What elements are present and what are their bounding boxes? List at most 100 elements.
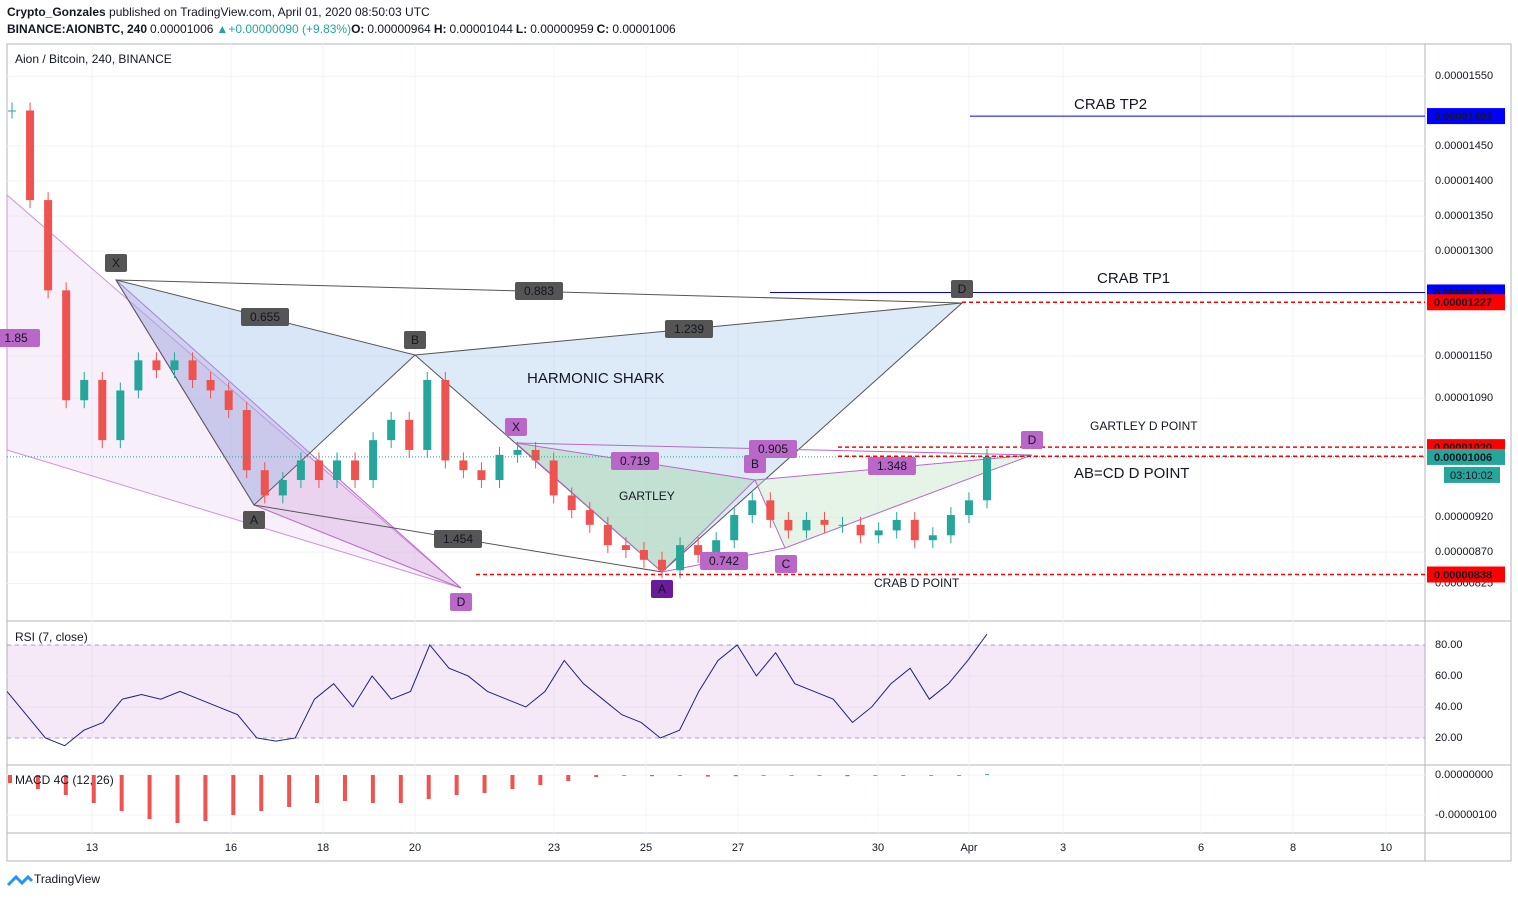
macd-bar [761, 775, 766, 776]
point-label: A [658, 582, 666, 596]
ratio-label: 0.719 [620, 454, 650, 468]
time-label: 30 [872, 842, 884, 854]
ratio-label: 0.883 [524, 284, 554, 298]
grid [7, 44, 1425, 833]
ratio-label: 1.85 [4, 331, 28, 345]
ratio-badge [700, 552, 748, 570]
quote-part: 0.00001044 [449, 22, 513, 36]
candle [351, 460, 360, 481]
y-tick-label: 60.00 [1435, 670, 1463, 682]
y-tick-label: 0.00001300 [1435, 245, 1493, 257]
time-label: Apr [960, 842, 977, 854]
candle [296, 460, 305, 481]
candle [928, 535, 937, 541]
author: Crypto_Gonzales [7, 5, 106, 19]
quote-part: ▲ [216, 22, 229, 36]
pane-title: RSI (7, close) [15, 630, 88, 644]
quote-part: L: [515, 22, 528, 36]
candle [188, 360, 197, 380]
candle [585, 510, 594, 525]
ratio-label: 0.742 [709, 554, 739, 568]
frame [6, 43, 1512, 862]
point-badge [744, 455, 766, 473]
annotation: HARMONIC SHARK [527, 370, 665, 387]
macd-bar [454, 775, 459, 795]
ratio-label: 0.905 [758, 442, 788, 456]
macd-bar [677, 775, 682, 776]
macd-bar [259, 775, 264, 811]
macd-bar [929, 775, 934, 776]
quote-part: 0.00000964 [367, 22, 431, 36]
macd-bar [789, 775, 794, 776]
quote-part: C: [596, 22, 610, 36]
ratio-badge [0, 329, 40, 347]
pane-title: Aion / Bitcoin, 240, BINANCE [15, 52, 172, 66]
candle [477, 470, 486, 481]
ratio-badge [611, 452, 659, 470]
candle [441, 379, 450, 461]
candle [242, 410, 251, 471]
macd-bar [901, 775, 906, 776]
macd-bar [287, 775, 292, 807]
macd-bar [566, 775, 571, 781]
logo [6, 874, 34, 887]
point-badge [243, 511, 265, 529]
annotation: GARTLEY D POINT [1090, 419, 1198, 433]
point-badge [775, 555, 797, 573]
price-tag [1427, 448, 1505, 465]
ratio-label: 0.655 [250, 310, 280, 324]
quote-part: 0.00001006 [612, 22, 676, 36]
ratio-label: 1.239 [674, 322, 704, 336]
candle [676, 545, 685, 571]
price-tag [1427, 566, 1505, 583]
time-label: 25 [640, 842, 652, 854]
ratio-label: 1.454 [443, 532, 473, 546]
point-label: B [411, 333, 419, 347]
labels: 13 16 18 20 23 25 27 30 Apr 3 6 8 10 0.00001550 0.0000… [0, 52, 1505, 854]
point-label: C [782, 557, 791, 571]
candle [730, 515, 739, 541]
point-badge [404, 331, 426, 349]
price-tag-label: 0.00001493 [1434, 111, 1492, 123]
macd-bar [315, 775, 320, 803]
candle [369, 440, 378, 481]
candle [260, 470, 269, 496]
annotation: AB=CD D POINT [1074, 465, 1189, 482]
candle [405, 419, 414, 450]
point-badge [105, 254, 127, 272]
quote-part: O: [351, 22, 365, 36]
candle [170, 360, 179, 371]
rsi-line [6, 633, 988, 747]
y-tick-label: 0.00001150 [1435, 350, 1492, 362]
time-label: 23 [548, 842, 560, 854]
price-tag-label: 0.00000838 [1434, 569, 1492, 581]
macd-bar [733, 775, 738, 777]
candle [116, 390, 125, 441]
candle [333, 460, 341, 481]
macd-bar [91, 775, 96, 803]
candle [856, 524, 865, 536]
point-badge [951, 280, 973, 298]
point-label: B [751, 457, 759, 471]
candle [892, 519, 901, 531]
macd-bar [342, 775, 347, 801]
time-label: 20 [409, 842, 421, 854]
ratio-badge [749, 440, 797, 458]
candle [44, 200, 53, 291]
countdown-bg [1444, 466, 1500, 483]
candle [658, 559, 666, 571]
candle [694, 545, 703, 555]
candle [513, 449, 522, 455]
macd-bar [398, 775, 403, 803]
y-tick-label: 0.00001550 [1435, 70, 1493, 82]
published: published on TradingView.com, April 01, … [109, 5, 430, 19]
price-tag [1427, 108, 1505, 125]
macd-bar [594, 775, 599, 777]
y-tick-label: 80.00 [1435, 639, 1463, 651]
marks [6, 102, 1425, 823]
quote-part: 0.00001006 [150, 22, 214, 36]
y-tick-label: 40.00 [1435, 701, 1463, 713]
point-badge [651, 580, 673, 598]
point-label: X [112, 256, 120, 270]
